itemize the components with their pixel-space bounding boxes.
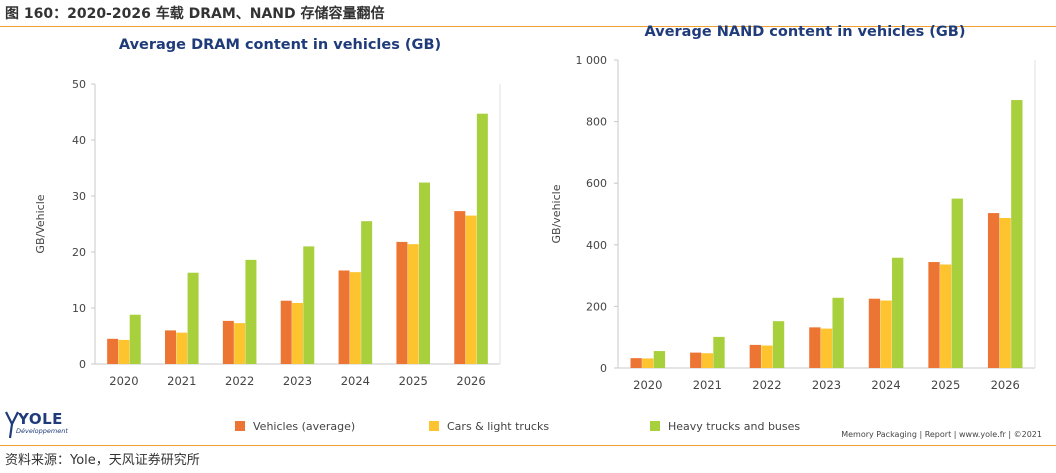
nand-xtick-label: 2021 xyxy=(693,378,722,392)
nand-bar-2022-vehicles-average- xyxy=(749,344,761,368)
yole-logo: YOLE Développement xyxy=(4,408,84,442)
nand-ytick-label: 0 xyxy=(600,362,607,375)
nand-bar-2024-cars-light-trucks xyxy=(880,300,892,368)
yole-logo-icon xyxy=(5,411,19,439)
nand-xtick-label: 2022 xyxy=(752,378,781,392)
dram-ytick-label: 40 xyxy=(72,134,86,147)
nand-bar-2025-vehicles-average- xyxy=(928,262,940,368)
dram-bar-2026-cars-light-trucks xyxy=(465,215,477,364)
nand-bar-2026-heavy-trucks-and-buses xyxy=(1011,100,1023,368)
nand-bar-2022-heavy-trucks-and-buses xyxy=(772,321,785,368)
dram-bar-2020-heavy-trucks-and-buses xyxy=(129,314,141,364)
dram-bar-2024-cars-light-trucks xyxy=(349,272,361,364)
dram-bar-2020-vehicles-average- xyxy=(107,338,119,364)
legend-item-cars: Cars & light trucks xyxy=(429,416,549,436)
legend-swatch-heavy xyxy=(650,421,660,431)
dram-bar-2025-heavy-trucks-and-buses xyxy=(419,182,430,364)
dram-bar-2022-cars-light-trucks xyxy=(234,323,246,364)
dram-bar-2025-cars-light-trucks xyxy=(407,244,419,364)
dram-bar-2023-vehicles-average- xyxy=(280,300,292,364)
nand-bar-2020-vehicles-average- xyxy=(630,358,642,368)
nand-ytick-label: 800 xyxy=(586,116,607,129)
dram-ytick-label: 30 xyxy=(72,190,86,203)
nand-xtick-label: 2023 xyxy=(812,378,841,392)
dram-xtick-label: 2026 xyxy=(456,374,485,388)
dram-ytick-label: 20 xyxy=(72,246,86,259)
nand-ytick-label: 600 xyxy=(586,177,607,190)
legend-label-vehicles: Vehicles (average) xyxy=(253,419,356,433)
nand-bar-2022-cars-light-trucks xyxy=(761,345,773,368)
nand-bar-2020-cars-light-trucks xyxy=(642,358,654,368)
nand-bar-2025-cars-light-trucks xyxy=(939,264,952,368)
nand-xtick-label: 2020 xyxy=(633,378,662,392)
nand-xtick-label: 2026 xyxy=(991,378,1020,392)
dram-ytick-label: 50 xyxy=(72,78,86,91)
dram-bar-2024-heavy-trucks-and-buses xyxy=(361,221,373,364)
nand-bar-2023-vehicles-average- xyxy=(809,327,821,368)
dram-bar-2022-heavy-trucks-and-buses xyxy=(245,259,257,364)
yole-logo-text: YOLE xyxy=(18,410,63,428)
nand-xtick-label: 2024 xyxy=(871,378,900,392)
dram-xtick-label: 2020 xyxy=(109,374,138,388)
dram-xtick-label: 2021 xyxy=(167,374,196,388)
dram-bar-2026-heavy-trucks-and-buses xyxy=(476,113,488,365)
figure-source: 资料来源：Yole，天风证券研究所 xyxy=(5,453,200,468)
dram-bar-2026-vehicles-average- xyxy=(454,211,466,364)
nand-chart-title: Average NAND content in vehicles (GB) xyxy=(644,24,966,40)
dram-xtick-label: 2024 xyxy=(341,374,370,388)
dram-bar-2021-vehicles-average- xyxy=(165,330,176,364)
dram-ytick-label: 10 xyxy=(72,302,86,315)
figure-header: 图 160：2020-2026 车载 DRAM、NAND 存储容量翻倍 xyxy=(0,0,1056,27)
dram-y-axis-title: GB/Vehicle xyxy=(34,194,47,253)
dram-chart-title: Average DRAM content in vehicles (GB) xyxy=(118,37,442,53)
nand-bar-2021-cars-light-trucks xyxy=(701,353,714,368)
nand-bar-2020-heavy-trucks-and-buses xyxy=(653,351,666,368)
nand-bar-2021-heavy-trucks-and-buses xyxy=(713,336,725,368)
nand-bar-2026-cars-light-trucks xyxy=(999,218,1011,368)
legend-label-cars: Cars & light trucks xyxy=(447,419,550,433)
nand-ytick-label: 1 000 xyxy=(576,54,608,67)
source-divider xyxy=(0,445,1056,446)
nand-bar-2024-vehicles-average- xyxy=(868,298,881,368)
nand-bar-2025-heavy-trucks-and-buses xyxy=(951,198,963,368)
report-credit: Memory Packaging | Report | www.yole.fr … xyxy=(841,430,1042,439)
dram-bar-2024-vehicles-average- xyxy=(338,270,350,364)
dram-bar-2023-heavy-trucks-and-buses xyxy=(303,246,315,364)
dram-bar-2023-cars-light-trucks xyxy=(292,302,303,364)
nand-bar-2023-heavy-trucks-and-buses xyxy=(832,297,844,368)
dram-bar-2021-cars-light-trucks xyxy=(176,332,188,364)
nand-y-axis-title: GB/vehicle xyxy=(550,184,563,243)
nand-xtick-label: 2025 xyxy=(931,378,960,392)
legend-item-heavy: Heavy trucks and buses xyxy=(650,416,800,436)
legend-swatch-vehicles xyxy=(235,421,245,431)
nand-bar-2023-cars-light-trucks xyxy=(820,328,833,368)
yole-logo-subtext: Développement xyxy=(16,427,68,435)
dram-bar-2020-cars-light-trucks xyxy=(118,339,130,364)
figure-title: 图 160：2020-2026 车载 DRAM、NAND 存储容量翻倍 xyxy=(5,6,385,22)
dram-xtick-label: 2025 xyxy=(399,374,428,388)
legend-item-vehicles: Vehicles (average) xyxy=(235,416,355,436)
nand-bar-2021-vehicles-average- xyxy=(690,352,702,368)
nand-ytick-label: 200 xyxy=(586,300,607,313)
dram-bar-2021-heavy-trucks-and-buses xyxy=(187,272,199,364)
legend-label-heavy: Heavy trucks and buses xyxy=(668,419,801,433)
nand-bar-2024-heavy-trucks-and-buses xyxy=(892,257,904,368)
dram-ytick-label: 0 xyxy=(79,358,86,371)
dram-bar-2025-vehicles-average- xyxy=(396,241,408,364)
dram-xtick-label: 2022 xyxy=(225,374,254,388)
nand-ytick-label: 400 xyxy=(586,239,607,252)
legend-swatch-cars xyxy=(429,421,439,431)
nand-bar-2026-vehicles-average- xyxy=(987,213,1000,368)
dram-xtick-label: 2023 xyxy=(283,374,312,388)
dram-bar-2022-vehicles-average- xyxy=(222,320,234,364)
